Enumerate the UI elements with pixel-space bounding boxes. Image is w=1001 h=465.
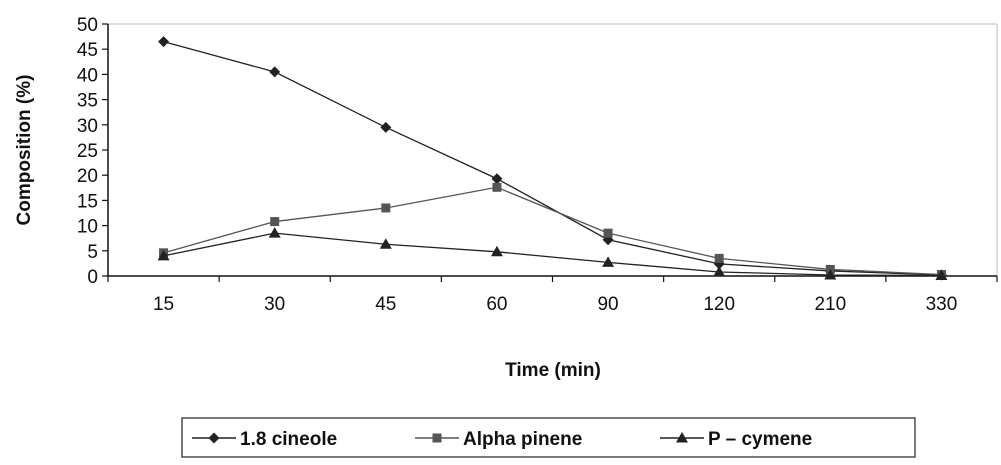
series-layer	[157, 36, 948, 281]
data-point	[935, 269, 948, 280]
legend-item: Alpha pinene	[415, 429, 582, 450]
data-point	[157, 249, 170, 261]
y-tick-label: 30	[77, 116, 98, 137]
y-axis: 0 5 10 15 20 25 30 35 40 45 50	[77, 15, 109, 288]
y-tick-label: 15	[77, 191, 98, 212]
legend: 1.8 cineole Alpha pinene P – cymene	[181, 417, 916, 458]
legend-marker	[208, 432, 220, 444]
x-tick-label: 30	[264, 294, 285, 315]
y-tick-label: 35	[77, 91, 98, 112]
data-point	[380, 121, 392, 133]
series-line	[163, 232, 942, 277]
y-axis-title: Composition (%)	[14, 75, 35, 226]
legend-label: P – cymene	[708, 429, 812, 450]
legend-item: P – cymene	[660, 429, 812, 450]
y-tick-label: 45	[77, 40, 98, 61]
series-line	[163, 41, 942, 276]
y-tick-label: 0	[87, 267, 98, 288]
plot-area	[108, 23, 998, 276]
x-tick-label: 120	[703, 294, 735, 315]
data-point	[381, 203, 391, 213]
y-tick-label: 25	[77, 141, 98, 162]
x-axis-title: Time (min)	[505, 360, 601, 381]
legend-label: Alpha pinene	[463, 429, 582, 450]
x-tick-label: 330	[926, 294, 958, 315]
legend-marker	[432, 433, 442, 443]
data-point	[824, 268, 837, 280]
legend-item: 1.8 cineole	[192, 429, 337, 450]
x-axis: 15 30 45 60 90 120 210 330	[107, 275, 998, 315]
data-point	[602, 256, 615, 267]
data-point	[713, 265, 726, 277]
y-tick-label: 50	[77, 15, 98, 36]
y-tick-label: 20	[77, 166, 98, 187]
data-point	[492, 182, 502, 192]
x-tick-label: 15	[153, 294, 174, 315]
x-tick-label: 90	[597, 294, 618, 315]
legend-marker	[676, 432, 688, 443]
y-tick-label: 10	[77, 217, 98, 238]
x-tick-label: 60	[486, 294, 507, 315]
data-point	[490, 245, 503, 257]
series-1	[159, 182, 946, 279]
data-point	[379, 238, 392, 249]
series-2	[157, 227, 948, 280]
data-point	[269, 66, 281, 78]
data-point	[491, 173, 503, 185]
x-tick-label: 45	[375, 294, 396, 315]
series-0	[158, 36, 947, 281]
x-tick-label: 210	[814, 294, 846, 315]
data-point	[268, 227, 281, 238]
legend-box	[181, 417, 916, 458]
y-tick-label: 5	[87, 242, 98, 263]
data-point	[714, 253, 724, 263]
legend-items: 1.8 cineole Alpha pinene P – cymene	[192, 429, 812, 450]
data-point	[270, 217, 280, 227]
data-point	[603, 228, 613, 238]
y-tick-label: 40	[77, 65, 98, 86]
legend-label: 1.8 cineole	[240, 429, 337, 450]
data-point	[158, 36, 170, 48]
series-line	[163, 186, 942, 276]
